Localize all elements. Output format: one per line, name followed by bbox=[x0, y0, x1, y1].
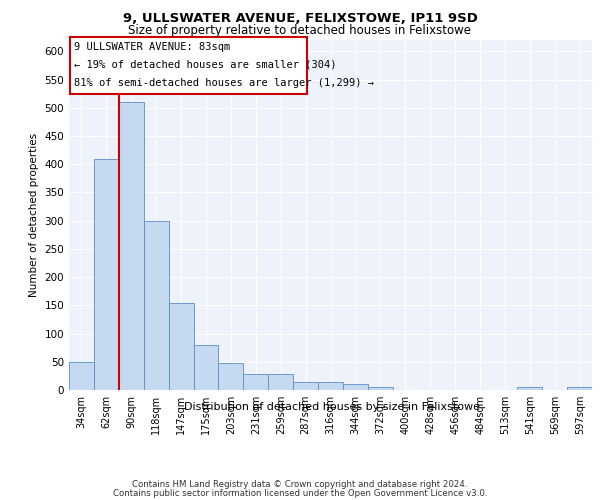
Bar bbox=[119, 102, 144, 390]
Bar bbox=[169, 302, 194, 390]
Bar bbox=[218, 364, 244, 390]
Bar bbox=[368, 387, 393, 390]
FancyBboxPatch shape bbox=[70, 37, 307, 94]
Text: Distribution of detached houses by size in Felixstowe: Distribution of detached houses by size … bbox=[184, 402, 480, 412]
Text: Size of property relative to detached houses in Felixstowe: Size of property relative to detached ho… bbox=[128, 24, 472, 37]
Bar bbox=[343, 384, 368, 390]
Bar bbox=[318, 382, 343, 390]
Bar bbox=[567, 387, 592, 390]
Text: Contains public sector information licensed under the Open Government Licence v3: Contains public sector information licen… bbox=[113, 488, 487, 498]
Text: 9 ULLSWATER AVENUE: 83sqm: 9 ULLSWATER AVENUE: 83sqm bbox=[74, 42, 230, 51]
Bar bbox=[144, 220, 169, 390]
Text: Contains HM Land Registry data © Crown copyright and database right 2024.: Contains HM Land Registry data © Crown c… bbox=[132, 480, 468, 489]
Bar bbox=[268, 374, 293, 390]
Bar bbox=[69, 362, 94, 390]
Text: 81% of semi-detached houses are larger (1,299) →: 81% of semi-detached houses are larger (… bbox=[74, 78, 374, 88]
Bar bbox=[194, 345, 218, 390]
Bar bbox=[293, 382, 318, 390]
Bar bbox=[517, 387, 542, 390]
Text: ← 19% of detached houses are smaller (304): ← 19% of detached houses are smaller (30… bbox=[74, 60, 337, 70]
Bar bbox=[94, 158, 119, 390]
Text: 9, ULLSWATER AVENUE, FELIXSTOWE, IP11 9SD: 9, ULLSWATER AVENUE, FELIXSTOWE, IP11 9S… bbox=[122, 12, 478, 26]
Y-axis label: Number of detached properties: Number of detached properties bbox=[29, 133, 39, 297]
Bar bbox=[244, 374, 268, 390]
